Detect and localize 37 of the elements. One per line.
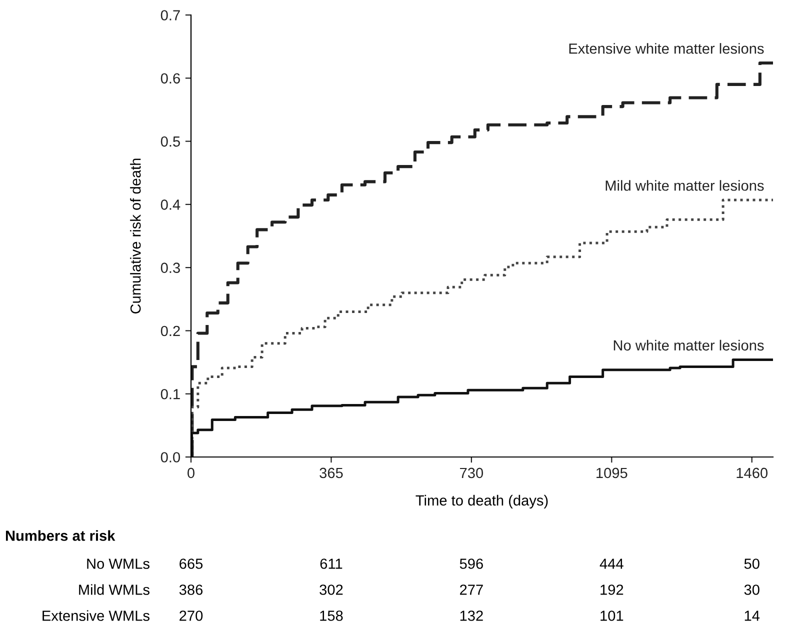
text: 277 [460,584,483,595]
series-label: No white matter lesions [614,340,764,351]
x-tick-label: 365 [320,468,343,478]
text: 386 [179,584,203,595]
y-tick-label: 0.2 [160,326,180,336]
text: 611 [320,558,342,569]
text: 132 [460,610,483,621]
y-tick-label: 0.1 [160,388,180,400]
y-axis-title: Cumulative risk of death [130,158,141,314]
y-tick-label: 0.5 [160,136,180,147]
text: 302 [320,584,343,595]
y-tick-label: 0.4 [160,200,180,210]
x-tick-label: 1095 [596,468,628,478]
text: 596 [460,558,483,569]
x-tick-label: 730 [460,468,484,478]
series-label: Extensive white matter lesions [569,43,764,54]
text: No WMLs [87,558,150,569]
text: Extensive WMLs [42,610,150,621]
text: 158 [320,610,343,621]
text: 665 [180,558,203,569]
text: 50 [744,558,760,569]
x-tick-label: 0 [188,468,194,478]
y-tick-label: 0.0 [160,452,180,462]
text: 444 [600,558,624,569]
text: 14 [744,610,760,621]
x-axis-title: Time to death (days) [416,494,548,508]
text: 192 [600,584,624,595]
y-tick-label: 0.6 [160,73,180,84]
text: Numbers at risk [6,530,116,541]
text: 270 [180,610,203,621]
y-tick-label: 0.3 [160,262,180,273]
y-tick-label: 0.7 [160,10,180,20]
text: Mild WMLs [79,584,150,595]
text: 101 [600,610,624,621]
x-tick-label: 1460 [736,468,768,478]
series-label: Mild white matter lesions [606,180,764,191]
text: 30 [744,584,760,595]
